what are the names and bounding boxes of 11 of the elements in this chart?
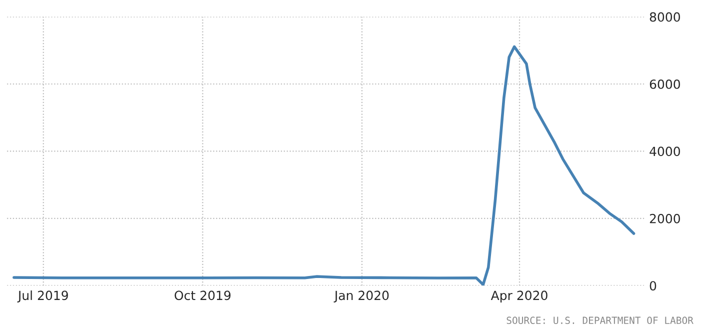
y-tick-label: 0 xyxy=(650,281,656,291)
line-series xyxy=(12,45,636,286)
y-tick-label: 4000 xyxy=(650,146,680,156)
x-tick-label: Jan 2020 xyxy=(334,290,389,302)
y-tick-label: 6000 xyxy=(650,79,680,89)
source-note: SOURCE: U.S. DEPARTMENT OF LABOR xyxy=(506,316,694,324)
y-tick-label: 2000 xyxy=(650,214,680,224)
x-tick-label: Apr 2020 xyxy=(490,290,548,303)
x-tick-label: Oct 2019 xyxy=(174,290,230,300)
x-tick-label: Jul 2019 xyxy=(17,290,68,302)
y-tick-label: 8000 xyxy=(650,12,680,22)
